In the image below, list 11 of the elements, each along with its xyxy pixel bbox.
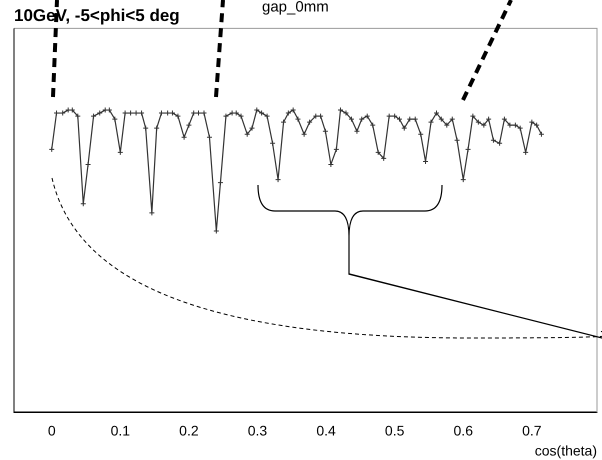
x-tick-label: 0.4 xyxy=(316,422,336,439)
x-tick-label: 0 xyxy=(48,422,56,439)
x-axis-title: cos(theta) xyxy=(534,442,597,458)
text: gap_0mm xyxy=(262,0,329,16)
x-tick-label: 0.7 xyxy=(522,422,542,439)
x-tick-label: 0.3 xyxy=(248,422,268,439)
x-tick-label: 0.2 xyxy=(179,422,199,439)
chart-title: 10GeV, -5<phi<5 deg xyxy=(14,6,180,25)
x-tick-label: 0.6 xyxy=(454,422,474,439)
x-tick-label: 0.5 xyxy=(384,422,405,439)
x-tick-label: 0.1 xyxy=(110,422,130,439)
